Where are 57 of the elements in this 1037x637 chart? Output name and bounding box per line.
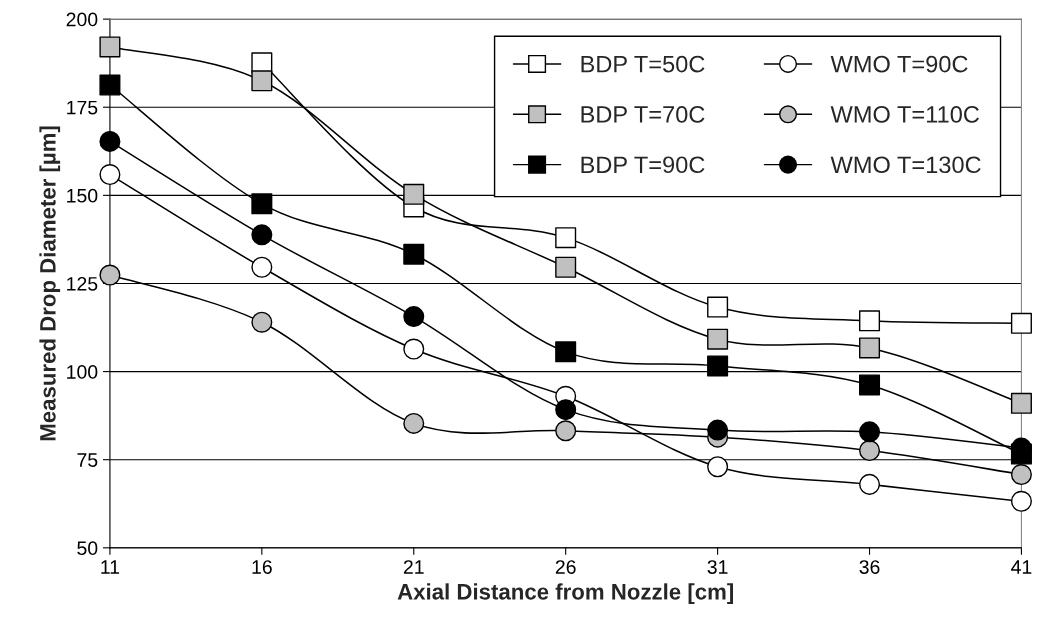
point <box>251 193 273 215</box>
point <box>555 256 577 278</box>
y-tick-label: 50 <box>77 541 98 556</box>
point <box>99 36 121 58</box>
point <box>1010 490 1032 512</box>
y-tick-label: 75 <box>77 453 98 467</box>
legend-label: WMO T=130C <box>830 156 981 174</box>
point <box>859 440 881 462</box>
legend-label: WMO T=110C <box>830 106 979 123</box>
y-tick-label: 150 <box>67 188 98 203</box>
point <box>859 337 881 359</box>
x-tick-label: 41 <box>1011 560 1032 574</box>
y-tick-label: 175 <box>67 100 98 115</box>
y-axis-title: Measured Drop Diameter [µm] <box>39 126 61 441</box>
point <box>1010 463 1032 486</box>
point <box>1010 312 1032 334</box>
point <box>251 224 273 246</box>
point <box>859 473 881 495</box>
x-tick-label: 16 <box>252 560 272 574</box>
point <box>251 311 273 333</box>
point <box>403 412 425 434</box>
point <box>707 355 729 377</box>
point <box>555 399 577 421</box>
point <box>251 70 273 92</box>
point <box>707 419 729 441</box>
x-tick-label: 36 <box>859 560 880 574</box>
point <box>99 164 121 186</box>
point <box>555 420 577 442</box>
point <box>99 130 121 152</box>
point <box>859 374 881 396</box>
point <box>99 264 121 286</box>
x-tick-label: 31 <box>707 560 728 574</box>
x-tick-label: 26 <box>555 560 576 574</box>
point <box>859 421 881 443</box>
legend-label: BDP T=70C <box>581 106 705 123</box>
point <box>403 306 425 328</box>
point <box>707 328 729 350</box>
legend-label: BDP T=50C <box>581 55 705 73</box>
y-tick-label: 100 <box>67 365 98 379</box>
point <box>403 338 425 360</box>
point <box>555 227 577 249</box>
legend-label: BDP T=90C <box>581 156 705 174</box>
y-tick-label: 200 <box>66 12 98 27</box>
point <box>859 310 881 332</box>
point <box>1010 392 1032 414</box>
legend-label: WMO T=90C <box>830 55 968 73</box>
x-tick-label: 21 <box>403 560 424 574</box>
point <box>707 456 729 478</box>
point <box>555 341 577 363</box>
point <box>707 296 729 318</box>
y-tick-label: 125 <box>67 276 98 291</box>
point <box>99 74 121 96</box>
x-axis-title: Axial Distance from Nozzle [cm] <box>397 583 733 605</box>
x-tick-label: 11 <box>101 560 120 574</box>
point <box>403 183 425 205</box>
point <box>403 243 425 265</box>
point <box>251 256 273 278</box>
